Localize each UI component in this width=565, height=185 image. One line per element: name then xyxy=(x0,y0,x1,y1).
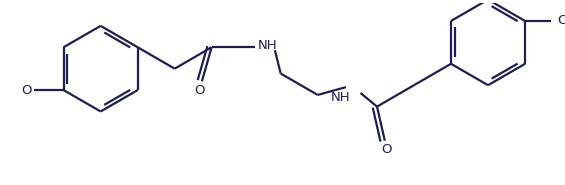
Text: O: O xyxy=(381,143,392,156)
Text: NH: NH xyxy=(257,39,277,52)
Text: O: O xyxy=(21,84,32,97)
Text: NH: NH xyxy=(331,91,351,104)
Text: O: O xyxy=(557,14,565,28)
Text: O: O xyxy=(195,84,205,97)
